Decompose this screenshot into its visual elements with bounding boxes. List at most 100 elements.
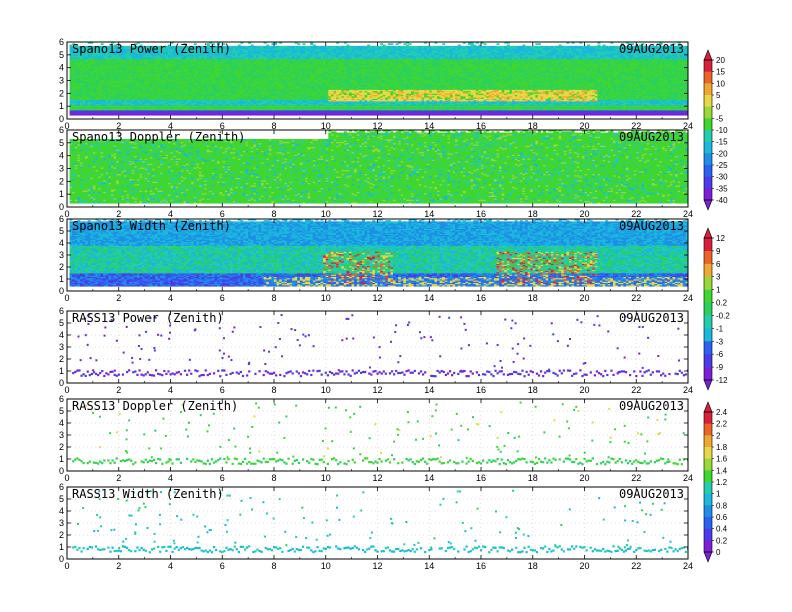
heatmap-cell (144, 106, 148, 108)
heatmap-cell (82, 52, 86, 54)
heatmap-cell (100, 62, 104, 65)
heatmap-cell (69, 66, 73, 69)
heatmap-cell (160, 48, 164, 51)
heatmap-cell (188, 50, 192, 53)
heatmap-cell (214, 103, 218, 106)
heatmap-cell (209, 80, 213, 83)
heatmap-cell (186, 102, 190, 104)
heatmap-cell (201, 107, 205, 110)
heatmap-cell (77, 104, 81, 107)
heatmap-cell (82, 53, 86, 56)
heatmap-cell (110, 50, 114, 53)
heatmap-cell (186, 81, 190, 84)
heatmap-cell (136, 98, 140, 101)
heatmap-cell (173, 85, 177, 88)
heatmap-cell (144, 61, 148, 63)
heatmap-cell (211, 67, 215, 70)
heatmap-cell (105, 90, 109, 93)
heatmap-cell (72, 110, 76, 112)
heatmap-cell (139, 63, 143, 66)
heatmap-cell (129, 92, 133, 94)
heatmap-cell (121, 94, 125, 97)
heatmap-cell (100, 49, 104, 52)
heatmap-cell (206, 111, 210, 113)
heatmap-cell (72, 108, 76, 111)
heatmap-cell (90, 68, 94, 71)
heatmap-cell (170, 70, 174, 72)
heatmap-cell (129, 56, 133, 58)
heatmap-cell (103, 102, 107, 104)
heatmap-cell (160, 52, 164, 54)
heatmap-cell (134, 107, 138, 110)
heatmap-cell (100, 113, 104, 116)
heatmap-cell (134, 102, 138, 104)
heatmap-cell (167, 84, 171, 87)
heatmap-cell (79, 58, 83, 61)
heatmap-cell (165, 94, 169, 97)
heatmap-cell (139, 76, 143, 79)
heatmap-cell (113, 113, 117, 116)
heatmap-cell (209, 84, 213, 87)
heatmap-cell (167, 80, 171, 83)
heatmap-cell (160, 80, 164, 83)
heatmap-cell (201, 103, 205, 106)
heatmap-cell (74, 90, 78, 93)
heatmap-cell (188, 85, 192, 88)
heatmap-cell (173, 89, 177, 92)
heatmap-cell (167, 107, 171, 110)
heatmap-cell (134, 43, 138, 45)
heatmap-cell (126, 53, 130, 56)
heatmap-cell (173, 97, 177, 99)
heatmap-cell (204, 52, 208, 54)
heatmap-cell (136, 50, 140, 53)
heatmap-cell (214, 72, 218, 75)
heatmap-cell (139, 49, 143, 52)
heatmap-cell (118, 59, 122, 62)
heatmap-cell (157, 103, 161, 106)
heatmap-cell (206, 108, 210, 111)
heatmap-cell (142, 75, 146, 78)
heatmap-cell (160, 54, 164, 57)
heatmap-cell (183, 57, 187, 60)
heatmap-cell (183, 79, 187, 81)
heatmap-cell (110, 102, 114, 104)
heatmap-cell (113, 110, 117, 112)
heatmap-cell (214, 57, 218, 60)
heatmap-cell (108, 90, 112, 93)
heatmap-cell (217, 101, 221, 103)
heatmap-cell (72, 97, 76, 99)
heatmap-cell (129, 98, 133, 101)
heatmap-cell (204, 83, 208, 85)
heatmap-cell (85, 85, 89, 88)
heatmap-cell (74, 59, 78, 62)
heatmap-cell (188, 88, 192, 90)
heatmap-cell (72, 48, 76, 51)
heatmap-cell (201, 83, 205, 85)
heatmap-cell (180, 86, 184, 89)
heatmap-cell (196, 49, 200, 52)
heatmap-cell (201, 57, 205, 60)
heatmap-cell (167, 63, 171, 66)
heatmap-cell (157, 94, 161, 97)
heatmap-cell (142, 84, 146, 87)
heatmap-cell (131, 56, 135, 58)
heatmap-cell (157, 79, 161, 81)
heatmap-cell (147, 98, 151, 101)
heatmap-cell (136, 99, 140, 102)
heatmap-cell (95, 53, 99, 56)
heatmap-cell (183, 48, 187, 51)
heatmap-cell (105, 70, 109, 72)
heatmap-cell (121, 72, 125, 75)
heatmap-cell (142, 57, 146, 60)
heatmap-cell (87, 76, 91, 79)
heatmap-cell (209, 112, 213, 115)
heatmap-cell (108, 47, 112, 49)
heatmap-cell (77, 67, 81, 70)
heatmap-cell (92, 72, 96, 75)
heatmap-cell (258, 45, 262, 48)
heatmap-cell (118, 68, 122, 71)
heatmap-cell (149, 52, 153, 54)
heatmap-cell (79, 88, 83, 90)
heatmap-cell (98, 63, 102, 66)
